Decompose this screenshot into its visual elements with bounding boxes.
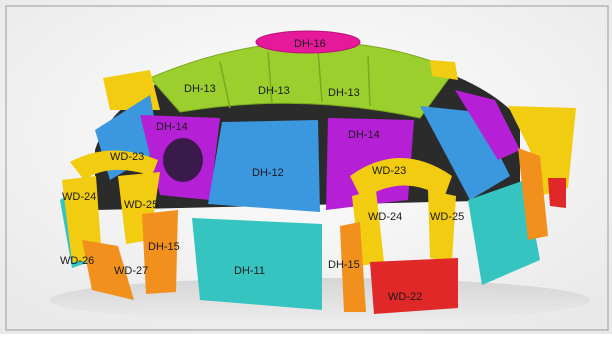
label-dh13-right: DH-13 bbox=[328, 87, 360, 99]
label-wd23-left: WD-23 bbox=[110, 151, 144, 163]
front-door-base-wd22 bbox=[370, 258, 458, 314]
blue-panel-dh12 bbox=[208, 120, 320, 212]
orange-piece-right bbox=[518, 148, 548, 240]
left-door-piece-dh15 bbox=[142, 210, 178, 294]
top-ring-seam bbox=[267, 51, 273, 105]
red-piece-right bbox=[548, 178, 566, 208]
label-wd24-right: WD-24 bbox=[368, 211, 402, 223]
left-door-side-wd24 bbox=[62, 176, 102, 262]
front-door-piece-dh15 bbox=[340, 222, 366, 312]
blue-panel-right bbox=[420, 106, 510, 200]
label-wd22: WD-22 bbox=[388, 291, 422, 303]
teal-panel-dh11 bbox=[192, 218, 322, 310]
label-dh16: DH-16 bbox=[294, 38, 326, 50]
front-door-side-wd25 bbox=[428, 190, 456, 262]
top-ring-seam bbox=[317, 49, 323, 103]
purple-panel-right bbox=[326, 118, 414, 210]
label-dh14-right: DH-14 bbox=[348, 129, 380, 141]
image-frame bbox=[5, 5, 609, 331]
left-door-arch bbox=[70, 150, 158, 180]
cap-magenta bbox=[255, 30, 361, 54]
arch-window-left bbox=[163, 138, 203, 182]
label-dh13-left: DH-13 bbox=[184, 83, 216, 95]
label-wd24-left: WD-24 bbox=[62, 191, 96, 203]
label-wd23-right: WD-23 bbox=[372, 165, 406, 177]
left-door-base-wd26 bbox=[82, 240, 134, 300]
label-dh15-right: DH-15 bbox=[328, 259, 360, 271]
yellow-arch-piece-right bbox=[508, 106, 576, 196]
label-wd25-right: WD-25 bbox=[430, 211, 464, 223]
label-dh13-center: DH-13 bbox=[258, 85, 290, 97]
top-ring-seam bbox=[367, 55, 371, 107]
label-wd26: WD-26 bbox=[60, 255, 94, 267]
label-dh11: DH-11 bbox=[234, 265, 265, 277]
teal-panel-right bbox=[468, 180, 540, 285]
yellow-piece-back-right bbox=[430, 60, 458, 80]
label-dh12: DH-12 bbox=[252, 167, 284, 179]
label-wd27: WD-27 bbox=[114, 265, 148, 277]
label-dh15-left: DH-15 bbox=[148, 241, 180, 253]
front-door-arch-wd23 bbox=[350, 158, 452, 200]
label-wd25-left: WD-25 bbox=[124, 199, 158, 211]
purple-panel-far-right bbox=[455, 90, 520, 160]
top-ring-seam bbox=[219, 61, 231, 109]
label-dh14-left: DH-14 bbox=[156, 121, 188, 133]
